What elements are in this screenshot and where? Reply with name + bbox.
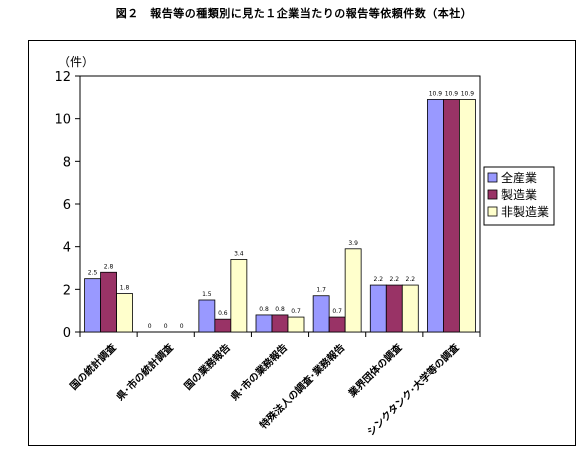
bar <box>443 99 460 333</box>
x-category-label: シンクタンク･大学等の調査 <box>364 340 462 438</box>
data-label: 0.8 <box>259 306 269 313</box>
data-label: 1.8 <box>120 285 130 292</box>
bar <box>401 284 419 333</box>
data-label: 10.9 <box>429 90 443 97</box>
y-tick-label: 2 <box>63 283 71 298</box>
legend-label: 非製造業 <box>501 205 549 219</box>
chart-frame <box>28 40 576 446</box>
data-label: 2.2 <box>374 276 384 283</box>
bar <box>459 99 476 333</box>
x-category-label: 国の業務報告 <box>181 341 233 393</box>
bar <box>369 284 387 333</box>
bar <box>116 293 133 333</box>
bar <box>230 259 248 333</box>
y-axis-unit-label: （件） <box>58 55 94 69</box>
x-category-label: 県･市の業務報告 <box>228 341 290 403</box>
data-label: 1.7 <box>316 287 326 294</box>
data-label: 1.5 <box>202 291 212 298</box>
bar <box>427 99 444 333</box>
bar <box>271 314 289 333</box>
x-category-label: 県･市の統計調査 <box>114 340 177 403</box>
bar <box>287 316 305 333</box>
data-label: 0.6 <box>218 310 228 317</box>
data-label: 2.5 <box>88 270 98 277</box>
data-label: 3.4 <box>234 250 244 257</box>
x-category-label: 国の統計調査 <box>67 340 119 392</box>
bar <box>312 295 330 333</box>
y-tick-label: 8 <box>63 155 71 170</box>
data-label: 0 <box>148 323 152 330</box>
data-label: 3.9 <box>348 240 358 247</box>
bar <box>100 271 117 333</box>
data-label: 2.2 <box>406 276 416 283</box>
bar <box>328 316 346 333</box>
data-label: 0 <box>180 323 184 330</box>
data-label: 0.7 <box>332 308 342 315</box>
y-tick-label: 12 <box>54 70 71 85</box>
data-label: 0.7 <box>291 308 301 315</box>
y-tick-label: 6 <box>63 198 71 213</box>
y-tick-label: 4 <box>63 241 71 256</box>
legend-label: 全産業 <box>501 170 537 185</box>
y-tick-label: 0 <box>63 326 71 341</box>
bar <box>198 299 216 333</box>
bar <box>84 278 101 333</box>
data-label: 0.8 <box>275 306 285 313</box>
bar <box>255 314 273 333</box>
plot-area-border <box>79 75 481 333</box>
legend-swatch <box>487 206 498 217</box>
data-label: 10.9 <box>461 90 475 97</box>
data-label: 10.9 <box>445 90 459 97</box>
data-label: 2.2 <box>390 276 400 283</box>
legend-label: 製造業 <box>501 188 537 202</box>
legend-swatch <box>487 189 498 200</box>
y-tick-label: 10 <box>54 113 71 128</box>
x-category-label: 業界団体の調査 <box>345 340 405 400</box>
legend-swatch <box>487 172 498 183</box>
bar <box>214 318 232 333</box>
data-label: 2.8 <box>104 263 114 270</box>
bar <box>385 284 403 333</box>
bar <box>344 248 362 333</box>
chart-title: 図２ 報告等の種類別に見た１企業当たりの報告等依頼件数（本社） <box>115 7 473 20</box>
data-label: 0 <box>164 323 168 330</box>
